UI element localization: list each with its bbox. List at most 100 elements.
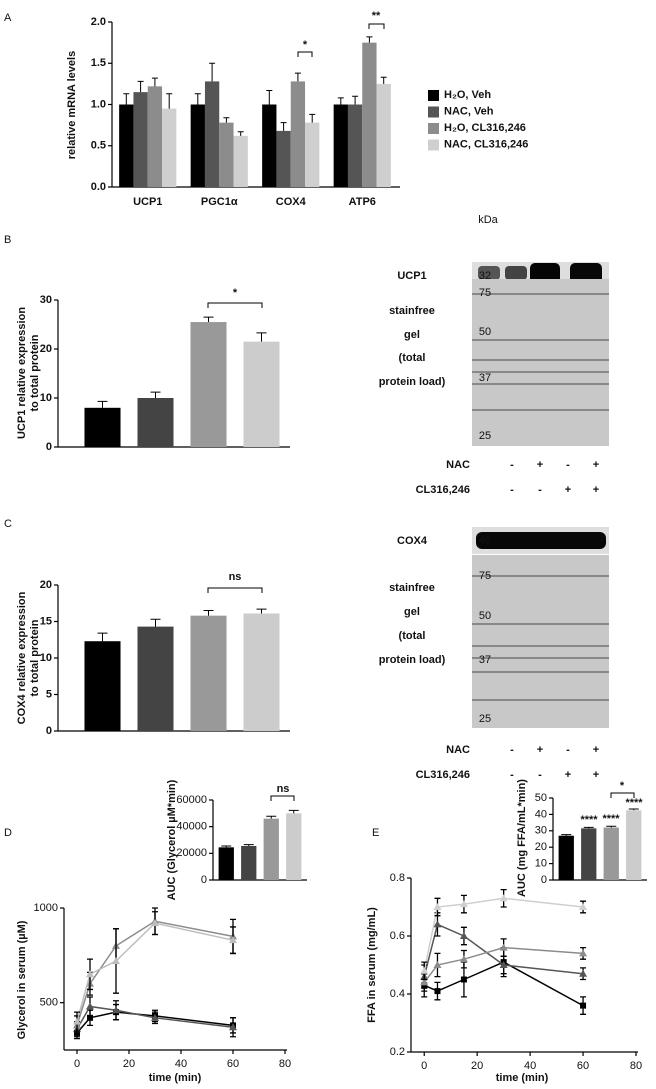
error-bar	[280, 122, 287, 131]
line	[76, 922, 234, 1022]
error-bar	[243, 844, 254, 846]
error-bar	[309, 113, 316, 123]
y-tick-label: 0.8	[390, 872, 405, 884]
y-tick-label: 30	[535, 825, 547, 837]
bar	[376, 83, 391, 187]
error-bar	[97, 400, 108, 408]
annotation: *	[303, 39, 308, 51]
mw-marker: 37	[479, 654, 491, 666]
protein-label: COX4	[397, 535, 428, 547]
bar	[305, 122, 320, 187]
x-tick-label: 80	[630, 1060, 642, 1072]
x-tick-label: COX4	[276, 196, 307, 208]
bar	[362, 42, 377, 187]
blot-b	[472, 262, 609, 446]
marker	[433, 903, 442, 910]
bar	[84, 407, 121, 447]
y-tick-label: 20	[40, 343, 52, 355]
bar	[262, 104, 277, 187]
error-bar	[256, 608, 267, 614]
mw-marker: 25	[479, 713, 491, 725]
treatment-sign: -	[510, 459, 514, 471]
y-tick-label: 1.5	[91, 57, 106, 69]
mw-marker: 25	[479, 430, 491, 442]
bar	[263, 818, 279, 880]
treatment-sign: +	[593, 484, 599, 496]
gel-label: gel	[404, 329, 420, 341]
mw-marker: 50	[479, 610, 491, 622]
panel-label: B	[4, 234, 11, 246]
error-bar	[380, 76, 387, 84]
marker	[434, 988, 441, 995]
x-tick-label: 0	[421, 1060, 427, 1072]
y-axis-label: AUC (Glycerol µM*min)	[166, 779, 178, 900]
gel-label: protein load)	[379, 376, 446, 388]
x-tick-label: 60	[577, 1060, 589, 1072]
bar	[233, 135, 248, 187]
bar	[84, 641, 121, 731]
annotation: *	[620, 780, 625, 792]
y-tick-label: 0.2	[390, 1046, 405, 1058]
marker	[579, 969, 588, 977]
annotation: ns	[277, 783, 290, 795]
marker	[459, 955, 468, 963]
y-tick-label: 0	[541, 874, 547, 886]
y-tick-label: 0.0	[91, 181, 106, 193]
legend-swatch	[428, 139, 439, 151]
marker	[499, 943, 508, 951]
x-tick-label: 40	[524, 1060, 536, 1072]
marker	[229, 1023, 237, 1031]
x-axis-label: time (min)	[149, 1072, 202, 1084]
treatment-label: CL316,246	[416, 769, 470, 781]
marker	[73, 1017, 81, 1025]
legend-label: H₂O, CL316,246	[444, 122, 526, 134]
marker	[420, 978, 429, 986]
mw-marker: 32	[479, 270, 491, 282]
bar	[603, 827, 619, 880]
treatment-sign: -	[510, 744, 514, 756]
x-tick-label: 20	[123, 1058, 135, 1070]
treatment-sign: +	[537, 744, 543, 756]
blot-c	[472, 527, 609, 728]
gel-label: gel	[404, 606, 420, 618]
y-tick-label: 20000	[176, 847, 207, 859]
bar	[333, 104, 348, 187]
marker	[229, 936, 237, 944]
x-tick-label: 20	[471, 1060, 483, 1072]
y-axis-label: to total protein	[29, 334, 41, 411]
legend-label: NAC, CL316,246	[444, 138, 528, 150]
bar	[137, 626, 174, 731]
treatment-sign: +	[537, 459, 543, 471]
error-bar	[606, 825, 617, 828]
x-tick-label: 40	[175, 1058, 187, 1070]
error-bar	[561, 834, 572, 836]
bar	[276, 130, 291, 187]
significance-bracket	[207, 302, 263, 308]
marker	[579, 903, 588, 910]
bar	[190, 104, 205, 187]
mw-marker: 40	[479, 535, 491, 547]
marker	[499, 894, 508, 902]
annotation: **	[372, 10, 381, 22]
treatment-sign: +	[565, 484, 571, 496]
marker	[499, 961, 508, 968]
bar	[137, 398, 174, 447]
y-tick-label: 1000	[34, 902, 58, 914]
bar	[243, 341, 280, 447]
treatment-sign: -	[566, 744, 570, 756]
error-bar	[337, 97, 344, 105]
error-bar	[203, 610, 214, 616]
x-tick-label: PGC1α	[201, 196, 238, 208]
treatment-sign: -	[538, 769, 542, 781]
marker	[151, 919, 159, 927]
error-bar	[294, 72, 301, 82]
error-bar	[151, 77, 158, 87]
bar	[558, 835, 574, 880]
mw-marker: 50	[479, 326, 491, 338]
y-tick-label: 0.5	[91, 140, 106, 152]
annotation: *	[233, 287, 238, 299]
bar	[626, 810, 642, 880]
treatment-label: NAC	[446, 744, 470, 756]
y-axis-label: COX4 relative expression	[16, 591, 28, 724]
